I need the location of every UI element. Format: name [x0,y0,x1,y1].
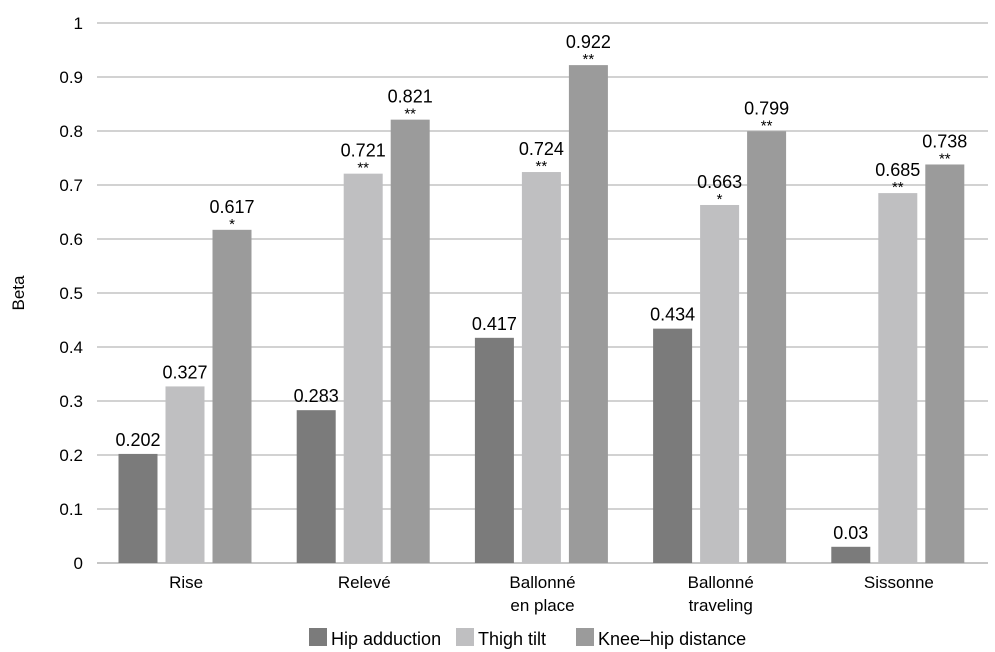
x-axis-ticks: Rise Relevé Ballonné en place Ballonné travel… [169,573,934,615]
data-label: 0.283 [294,386,339,406]
y-tick-label: 0.5 [59,284,83,303]
y-tick-label: 0.3 [59,392,83,411]
data-label: 0.417 [472,314,517,334]
y-tick-label: 0.8 [59,122,83,141]
data-label: 0.663 [697,172,742,192]
y-axis-title: Beta [9,275,28,311]
data-label: 0.617 [209,197,254,217]
data-label: 0.799 [744,99,789,119]
legend-label: Thigh tilt [478,629,546,649]
bar [700,204,740,564]
y-tick-label: 1 [74,14,83,33]
bar [165,386,205,563]
y-tick-label: 0.9 [59,68,83,87]
significance-marker: ** [761,118,773,135]
data-label: 0.821 [388,87,433,107]
legend-item: Knee–hip distance [576,628,746,649]
legend-label: Hip adduction [331,629,441,649]
legend-swatch [309,628,327,646]
significance-marker: ** [939,150,951,167]
data-label: 0.724 [519,139,564,159]
x-tick-label: Ballonné traveling [688,573,754,615]
x-tick-label: Sissonne [864,573,934,592]
legend-item: Thigh tilt [456,628,546,649]
y-tick-label: 0.2 [59,446,83,465]
x-tick-label: Ballonné en place [509,573,575,615]
legend-swatch [576,628,594,646]
x-tick-label: Relevé [338,573,391,592]
legend-swatch [456,628,474,646]
y-tick-label: 0.4 [59,338,83,357]
bar [747,131,787,564]
bar [925,164,965,564]
bar [474,337,514,563]
bar [343,173,383,563]
bar [878,193,918,563]
significance-marker: ** [892,179,904,196]
bar [390,119,430,563]
significance-marker: ** [404,106,416,123]
data-label: 0.922 [566,32,611,52]
legend-item: Hip adduction [309,628,441,649]
data-label: 0.434 [650,305,695,325]
significance-marker: ** [583,51,595,68]
y-axis-ticks: 0 0.1 0.2 0.3 0.4 0.5 0.6 0.7 0.8 0.9 1 [59,14,83,573]
y-tick-label: 0.7 [59,176,83,195]
data-label: 0.721 [341,141,386,161]
y-tick-label: 0.6 [59,230,83,249]
bar [521,172,561,564]
data-label: 0.202 [115,430,160,450]
bar [831,546,871,563]
significance-marker: ** [357,160,369,177]
legend-label: Knee–hip distance [598,629,746,649]
bar [296,410,336,563]
x-tick-label: Rise [169,573,203,592]
significance-marker: ** [536,158,548,175]
data-label: 0.327 [162,362,207,382]
bar [568,65,608,564]
bar [118,453,158,563]
significance-marker: * [229,216,235,233]
data-label: 0.738 [922,131,967,151]
bar [212,229,252,563]
legend: Hip adduction Thigh tilt Knee–hip distance [309,628,746,649]
bars [118,65,965,564]
data-label: 0.685 [875,160,920,180]
bar [653,328,693,563]
y-tick-label: 0.1 [59,500,83,519]
significance-marker: * [717,191,723,208]
data-label: 0.03 [833,523,868,543]
y-tick-label: 0 [74,554,83,573]
